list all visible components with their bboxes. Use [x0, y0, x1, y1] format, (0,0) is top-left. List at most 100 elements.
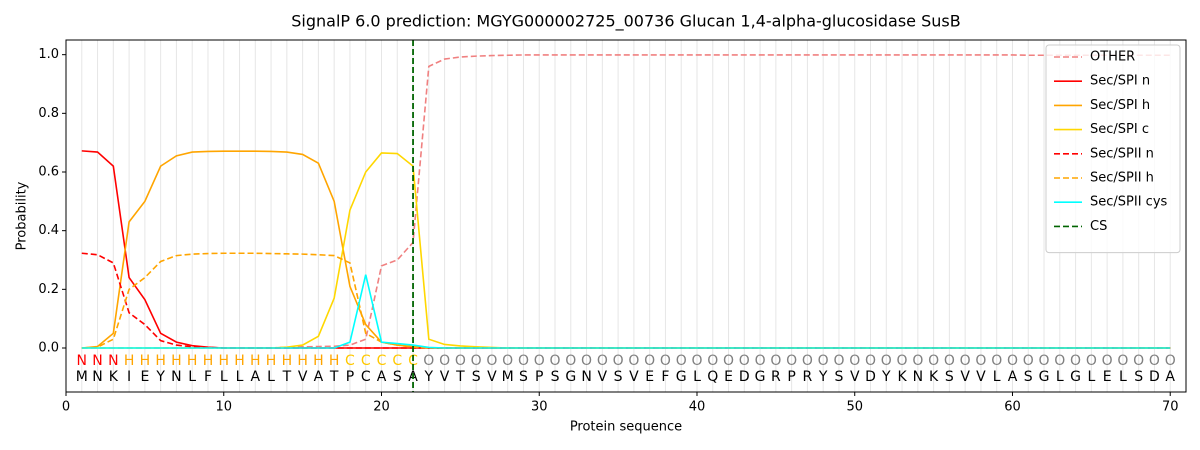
region-label: O	[833, 353, 844, 369]
residue: E	[724, 369, 733, 385]
region-label: O	[849, 353, 860, 369]
y-tick-label: 1.0	[38, 47, 59, 62]
region-label: O	[660, 353, 671, 369]
residue: G	[755, 369, 766, 385]
region-label: O	[486, 353, 497, 369]
y-tick-label: 0.8	[38, 106, 59, 121]
residue: Y	[881, 369, 891, 385]
x-tick-label: 30	[531, 400, 548, 415]
series-line	[81, 274, 1171, 349]
residue: K	[897, 369, 907, 385]
legend-label: OTHER	[1090, 50, 1135, 65]
residue: N	[581, 369, 591, 385]
residue: L	[1087, 369, 1095, 385]
region-label: O	[786, 353, 797, 369]
residue: T	[329, 369, 339, 385]
residue: K	[109, 369, 119, 385]
plot-frame	[65, 39, 1187, 393]
region-label: O	[1023, 353, 1034, 369]
residue: N	[171, 369, 181, 385]
residue: F	[204, 369, 212, 385]
region-label: O	[534, 353, 545, 369]
residue: L	[267, 369, 275, 385]
series-line	[81, 54, 1171, 349]
region-label: H	[124, 353, 135, 369]
residue: I	[127, 369, 131, 385]
region-label: O	[581, 353, 592, 369]
residue: E	[140, 369, 149, 385]
residue: A	[251, 369, 261, 385]
region-label: H	[266, 353, 277, 369]
region-label: O	[613, 353, 624, 369]
residue: R	[771, 369, 781, 385]
residue: V	[976, 369, 986, 385]
residue: E	[645, 369, 654, 385]
region-label: N	[108, 353, 118, 369]
region-label: O	[597, 353, 608, 369]
region-label: O	[1149, 353, 1160, 369]
region-label: H	[171, 353, 182, 369]
x-tick-label: 60	[1004, 400, 1021, 415]
region-label: H	[297, 353, 308, 369]
residue: M	[76, 369, 88, 385]
region-label: H	[203, 353, 214, 369]
region-label: O	[960, 353, 971, 369]
residue: S	[472, 369, 481, 385]
region-label: O	[1039, 353, 1050, 369]
legend-box	[1045, 44, 1181, 254]
legend-label: CS	[1090, 219, 1107, 234]
residue: L	[188, 369, 196, 385]
residue: L	[1119, 369, 1127, 385]
residue: D	[1149, 369, 1160, 385]
region-label: O	[912, 353, 923, 369]
region-label: C	[345, 353, 355, 369]
region-label: O	[1070, 353, 1081, 369]
residue: V	[960, 369, 970, 385]
series-line	[81, 150, 1171, 349]
residue: V	[487, 369, 497, 385]
region-label: O	[1007, 353, 1018, 369]
region-label: O	[439, 353, 450, 369]
region-label: O	[1165, 353, 1176, 369]
residue: G	[565, 369, 576, 385]
legend-label: Sec/SPII n	[1090, 146, 1154, 161]
region-label: O	[676, 353, 687, 369]
residue: C	[361, 369, 371, 385]
residue: L	[993, 369, 1001, 385]
residue: T	[455, 369, 465, 385]
region-label: C	[377, 353, 387, 369]
region-label: O	[518, 353, 529, 369]
region-label: O	[944, 353, 955, 369]
residue: S	[393, 369, 402, 385]
residue: S	[835, 369, 844, 385]
residue: R	[803, 369, 813, 385]
residue: E	[1103, 369, 1112, 385]
region-label: O	[881, 353, 892, 369]
region-label: O	[818, 353, 829, 369]
x-axis-label: Protein sequence	[570, 420, 682, 435]
region-label: H	[218, 353, 229, 369]
region-label: O	[802, 353, 813, 369]
residue: L	[220, 369, 228, 385]
region-label: O	[565, 353, 576, 369]
legend-label: Sec/SPI h	[1090, 98, 1150, 113]
region-label: N	[92, 353, 102, 369]
residue: N	[92, 369, 102, 385]
region-label: H	[329, 353, 340, 369]
region-label: O	[723, 353, 734, 369]
residue: G	[1070, 369, 1081, 385]
region-label: N	[77, 353, 87, 369]
residue: V	[440, 369, 450, 385]
region-label: O	[1102, 353, 1113, 369]
residue: K	[929, 369, 939, 385]
residue: P	[346, 369, 354, 385]
residue: V	[850, 369, 860, 385]
residue: G	[1039, 369, 1050, 385]
series-line	[81, 150, 1171, 349]
y-axis-label: Probability	[15, 181, 30, 250]
residue: A	[1165, 369, 1175, 385]
residue: L	[1056, 369, 1064, 385]
region-label: O	[707, 353, 718, 369]
region-label: H	[250, 353, 261, 369]
